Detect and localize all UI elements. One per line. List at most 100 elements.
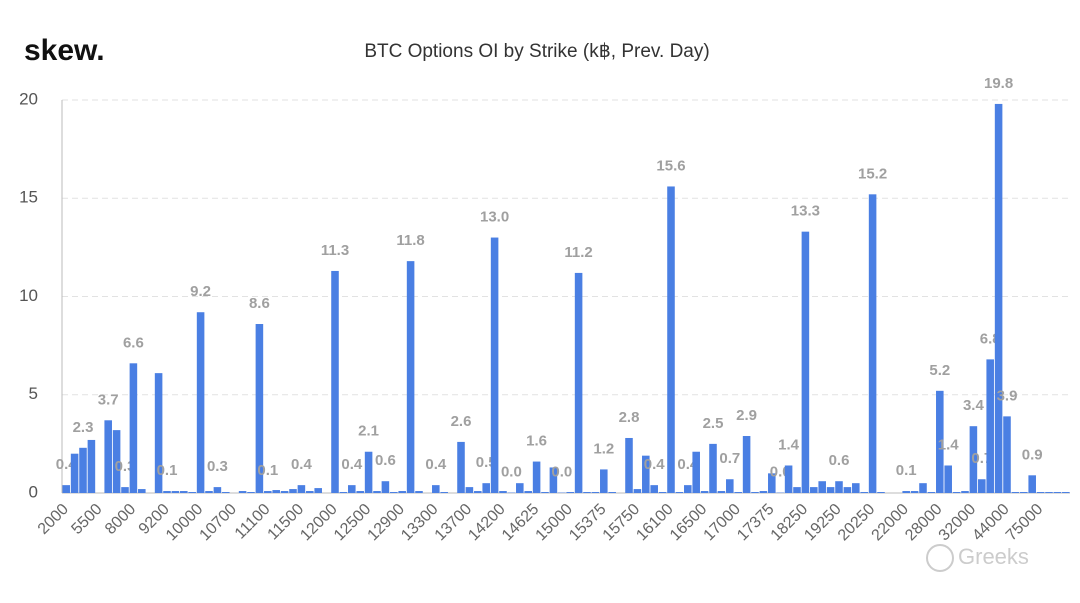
- bar: [583, 492, 591, 493]
- bar: [247, 492, 255, 493]
- bar: [490, 237, 499, 493]
- x-tick-label: 14625: [499, 501, 543, 545]
- bar: [642, 455, 650, 493]
- data-label: 0.4: [425, 456, 447, 473]
- bar: [457, 441, 465, 493]
- bar: [591, 492, 600, 493]
- bar: [574, 272, 583, 493]
- x-tick-label: 28000: [902, 501, 946, 545]
- data-label: 0.6: [375, 452, 396, 469]
- bar: [406, 261, 415, 493]
- data-label: 2.6: [451, 413, 472, 430]
- data-label: 0.1: [157, 462, 178, 479]
- data-label: 0.4: [341, 456, 363, 473]
- x-tick-label: 15375: [566, 501, 610, 545]
- bar: [801, 231, 810, 493]
- bar: [835, 481, 843, 493]
- bar: [331, 270, 339, 493]
- bar: [306, 491, 314, 493]
- bar: [112, 430, 121, 493]
- bar: [852, 483, 860, 493]
- x-tick-label: 16100: [633, 501, 677, 545]
- data-label: 2.1: [358, 423, 379, 440]
- watermark: Greeks: [958, 544, 1029, 569]
- bar: [272, 490, 280, 493]
- x-tick-label: 16500: [667, 501, 711, 545]
- bar: [978, 479, 986, 493]
- bar: [936, 390, 944, 493]
- bar: [482, 483, 490, 493]
- data-label: 5.2: [929, 362, 950, 379]
- x-tick-label: 2000: [35, 501, 72, 538]
- bar: [280, 491, 289, 493]
- data-label: 13.0: [480, 209, 509, 226]
- bar: [1003, 416, 1011, 493]
- bar: [860, 492, 868, 493]
- bar: [339, 492, 348, 493]
- bar: [163, 491, 171, 493]
- bar: [759, 491, 768, 493]
- bar: [902, 491, 910, 493]
- bar: [171, 491, 180, 493]
- x-tick-label: 32000: [936, 501, 980, 545]
- bar: [465, 487, 474, 493]
- x-tick-label: 10700: [197, 501, 241, 545]
- data-label: 13.3: [791, 203, 820, 220]
- bar: [919, 483, 927, 493]
- y-tick-label: 15: [19, 188, 38, 207]
- x-tick-label: 13300: [398, 501, 442, 545]
- data-label: 6.6: [123, 334, 144, 351]
- x-tick-label: 22000: [869, 501, 913, 545]
- bar: [1036, 492, 1045, 493]
- bar: [213, 487, 222, 493]
- x-tick-label: 5500: [68, 501, 105, 538]
- data-label: 0.3: [207, 458, 228, 475]
- bar: [658, 492, 667, 493]
- chart-title: BTC Options OI by Strike (k฿, Prev. Day): [364, 41, 709, 62]
- data-label: 1.2: [593, 440, 614, 457]
- bar: [70, 453, 79, 493]
- bar: [516, 483, 524, 493]
- bar: [289, 489, 297, 493]
- bar: [196, 312, 205, 493]
- x-tick-label: 10000: [163, 501, 207, 545]
- bar: [600, 469, 608, 493]
- bar: [238, 491, 247, 493]
- data-label: 0.9: [1022, 446, 1043, 463]
- data-label: 0.1: [257, 462, 278, 479]
- bar: [474, 491, 482, 493]
- data-label: 2.8: [619, 409, 640, 426]
- x-tick-label: 15000: [533, 501, 577, 545]
- data-label: 15.6: [656, 157, 685, 174]
- x-tick-label: 18250: [768, 501, 812, 545]
- bar: [541, 492, 549, 493]
- bar: [205, 491, 213, 493]
- bar: [222, 492, 230, 493]
- data-label: 3.7: [98, 391, 119, 408]
- data-label: 2.5: [703, 415, 724, 432]
- x-tick-label: 8000: [102, 501, 139, 538]
- bar: [784, 465, 793, 493]
- bar: [1028, 475, 1036, 493]
- x-tick-label: 11100: [232, 501, 274, 543]
- bar: [768, 473, 776, 493]
- bar: [742, 436, 751, 493]
- data-label: 0.7: [719, 450, 740, 467]
- x-tick-label: 12000: [297, 501, 341, 545]
- bar: [751, 492, 759, 493]
- x-tick-label: 14200: [465, 501, 509, 545]
- data-label: 9.2: [190, 283, 211, 300]
- x-tick-label: 12900: [365, 501, 409, 545]
- bar: [843, 487, 852, 493]
- data-label: 11.3: [321, 242, 349, 259]
- x-tick-label: 44000: [969, 501, 1013, 545]
- bar: [398, 491, 406, 493]
- bar: [138, 489, 146, 493]
- bar: [524, 491, 532, 493]
- bar: [684, 485, 692, 493]
- data-label: 3.4: [963, 397, 985, 414]
- bar: [62, 485, 70, 493]
- x-tick-label: 20250: [835, 501, 879, 545]
